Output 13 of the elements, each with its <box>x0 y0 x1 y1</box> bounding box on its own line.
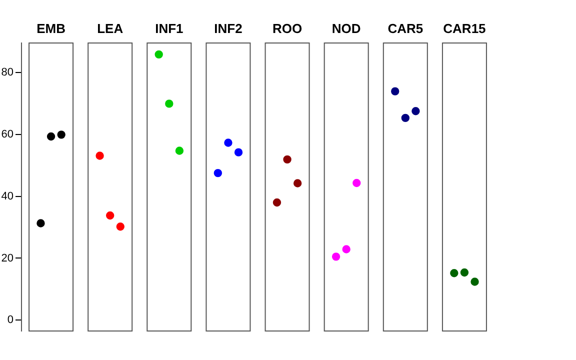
x-tick-label: INF2 <box>214 20 242 36</box>
x-tick-label: LEA <box>97 20 124 36</box>
y-tick-label: 80 <box>1 66 14 78</box>
x-tick-label: INF1 <box>155 20 184 36</box>
y-tick-label: 60 <box>1 128 14 140</box>
x-tick-label: CAR5 <box>388 20 424 36</box>
x-tick-label: CAR15 <box>443 20 486 36</box>
x-tick-label: NOD <box>332 20 361 36</box>
y-tick-label: 40 <box>1 190 14 202</box>
x-tick-label: EMB <box>36 20 66 36</box>
y-tick-label: 20 <box>1 252 14 264</box>
y-tick-label: 0 <box>7 314 14 326</box>
x-tick-label: ROO <box>272 20 302 36</box>
